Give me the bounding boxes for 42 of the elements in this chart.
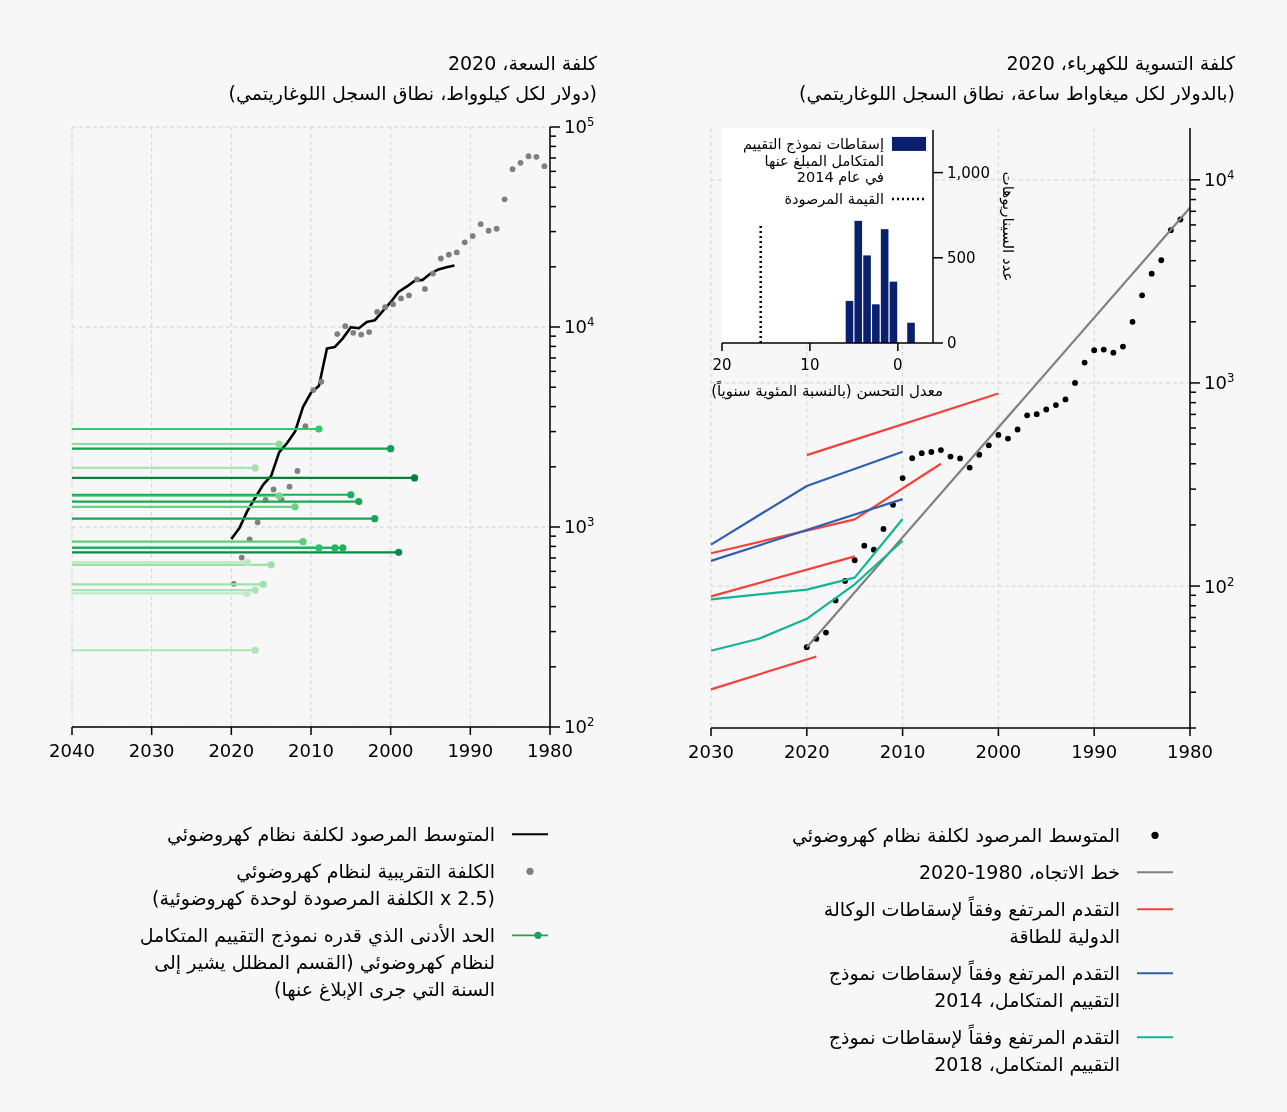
x-tick-label: 1990 (447, 740, 494, 761)
x-tick-label: 0 (893, 356, 903, 374)
legend-label: الحد الأدنى الذي قدره نموذج التقييم المتكامل لنظام كهروضوئي (القسم المظلل يشير إلى السنة التي جرى الإبلاغ عنها) (139, 924, 495, 1001)
y-tick-label: 10$^{2}$ (564, 715, 595, 738)
chart-subtitle: (بالدولار لكل ميغاواط ساعة، نطاق السجل اللوغاريتمي) (798, 82, 1235, 105)
y-tick-label: 10$^{2}$ (1204, 574, 1235, 597)
x-tick-label: 2020 (783, 741, 830, 762)
legend-label: التقدم المرتفع وفقاً لإسقاطات الوكالة الدولية للطاقة (823, 895, 1120, 948)
legend-label: المتوسط المرصود لكلفة نظام كهروضوئي (792, 824, 1120, 847)
legend-label: الكلفة التقريبية لنظام كهروضوئي (2.5 x الكلفة المرصودة لوحدة كهروضوئية) (152, 860, 495, 910)
x-tick-label: 2000 (975, 741, 1022, 762)
legend-label: التقدم المرتفع وفقاً لإسقاطات نموذج التقييم المتكامل، 2014 (828, 959, 1120, 1012)
legend-label: إسقاطات نموذج التقييم المتكامل المبلغ عنها في عام 2014 (742, 136, 884, 186)
y-axis-title: عدد السيناريوهات (999, 171, 1017, 282)
y-tick-label: 10$^{3}$ (564, 515, 595, 538)
x-tick-label: 2010 (288, 740, 334, 761)
y-tick-label: 0 (947, 334, 957, 353)
y-tick-label: 500 (947, 249, 976, 268)
y-tick-label: 10$^{5}$ (564, 115, 595, 138)
y-tick-label: 10$^{3}$ (1204, 371, 1235, 394)
legend-label: المتوسط المرصود لكلفة نظام كهروضوئي (167, 823, 495, 846)
x-tick-label: 20 (712, 356, 732, 374)
y-tick-label: 10$^{4}$ (1204, 168, 1235, 191)
chart-subtitle: (دولار لكل كيلوواط، نطاق السجل اللوغاريتمي) (228, 82, 597, 105)
chart-title: كلفة التسوية للكهرباء، 2020 (1006, 52, 1236, 75)
x-tick-label: 1980 (527, 740, 573, 761)
legend-label: القيمة المرصودة (784, 191, 884, 208)
x-tick-label: 1980 (1167, 741, 1213, 762)
y-tick-label: 10$^{4}$ (564, 315, 595, 338)
x-axis-title: معدل التحسن (بالنسبة المئوية سنوياً) (711, 379, 943, 400)
x-tick-label: 2030 (128, 740, 175, 761)
legend-label: التقدم المرتفع وفقاً لإسقاطات نموذج التقييم المتكامل، 2018 (828, 1023, 1120, 1076)
x-tick-label: 2000 (367, 740, 414, 761)
x-tick-label: 2020 (208, 740, 255, 761)
chart-title: كلفة السعة، 2020 (447, 52, 598, 74)
y-tick-label: 1,000 (947, 164, 990, 182)
x-tick-label: 1990 (1071, 741, 1118, 762)
legend-label: خط الاتجاه، 1980-2020 (919, 861, 1120, 883)
x-tick-label: 2040 (49, 740, 95, 761)
x-tick-label: 2030 (688, 741, 734, 762)
x-tick-label: 2010 (879, 741, 926, 762)
x-tick-label: 10 (800, 356, 820, 374)
